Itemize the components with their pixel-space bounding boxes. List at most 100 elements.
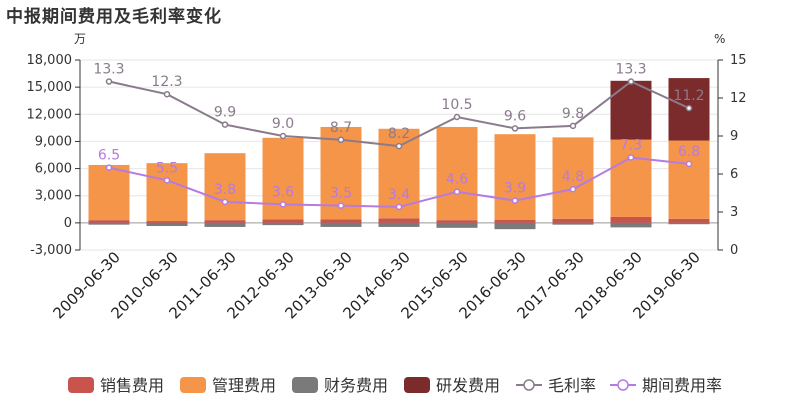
bar-财务费用 [668,222,710,225]
point-毛利率 [395,142,403,150]
y-left-tick-label: 3,000 [35,189,72,204]
bar-管理费用 [436,126,478,221]
y-left-tick-label: 9,000 [35,134,72,149]
y-right-tick-label: 3 [730,205,738,220]
point-期间费用率 [453,188,461,195]
data-label-毛利率: 8.2 [388,126,410,142]
y-right-tick-label: 12 [730,91,747,106]
point-期间费用率 [163,177,171,184]
data-label-毛利率: 10.5 [441,97,472,113]
point-毛利率 [453,113,461,121]
bar-销售费用 [668,218,710,223]
y-right-unit: % [714,32,725,46]
bar-财务费用 [610,222,652,228]
data-label-毛利率: 11.2 [673,88,704,104]
bar-销售费用 [552,218,594,223]
legend-label-销售费用: 销售费用 [100,376,164,395]
point-毛利率 [569,122,577,130]
data-label-毛利率: 9.8 [562,106,584,122]
data-label-毛利率: 12.3 [151,74,182,90]
y-left-tick-label: 15,000 [27,80,73,95]
bar-财务费用 [436,222,478,228]
legend-label-毛利率: 毛利率 [548,376,596,395]
bar-销售费用 [320,219,362,223]
point-毛利率 [337,136,345,144]
bar-管理费用 [204,153,246,221]
data-label-期间费用率: 5.5 [156,160,178,176]
data-label-期间费用率: 3.6 [272,184,294,200]
data-label-期间费用率: 4.8 [562,169,584,185]
legend-swatch-财务费用 [292,377,318,393]
data-label-期间费用率: 6.5 [98,148,120,164]
legend-marker-期间费用率 [617,379,629,391]
y-right-tick-label: 15 [730,53,747,68]
point-期间费用率 [627,154,635,161]
data-label-毛利率: 8.7 [330,120,352,136]
bar-管理费用 [552,137,594,219]
point-毛利率 [163,90,171,98]
y-left-tick-label: -3,000 [30,243,72,258]
bar-管理费用 [88,164,130,221]
point-期间费用率 [569,185,577,193]
y-right-tick-label: 9 [730,129,738,144]
bar-销售费用 [378,218,420,223]
point-期间费用率 [279,201,287,208]
bar-财务费用 [320,222,362,227]
legend-swatch-销售费用 [68,377,94,393]
bar-销售费用 [494,219,536,223]
bar-财务费用 [88,222,130,225]
bar-销售费用 [436,220,478,223]
data-label-毛利率: 13.3 [93,62,124,78]
point-期间费用率 [105,164,113,171]
point-毛利率 [627,78,635,85]
bar-管理费用 [610,139,652,217]
legend: 销售费用 管理费用 财务费用 研发费用 毛利率 期间费用率 [68,376,722,395]
bar-管理费用 [146,163,188,222]
bar-销售费用 [88,220,130,223]
y-left-tick-label: 12,000 [27,107,73,122]
y-left-tick-label: 18,000 [27,53,73,68]
bar-财务费用 [262,222,304,226]
bar-财务费用 [378,222,420,227]
legend-label-管理费用: 管理费用 [212,376,276,395]
bar-财务费用 [204,222,246,227]
data-label-期间费用率: 3.9 [504,181,526,197]
bar-layer [88,78,710,230]
data-label-期间费用率: 6.8 [678,144,700,160]
y-right-tick-label: 0 [730,243,738,258]
data-label-期间费用率: 3.4 [388,187,410,203]
y-left-tick-label: 6,000 [35,162,72,177]
data-label-期间费用率: 4.6 [446,172,468,188]
bar-研发费用 [610,80,652,140]
point-期间费用率 [511,197,519,204]
data-label-毛利率: 9.0 [272,116,294,132]
legend-marker-毛利率 [523,379,535,391]
legend-label-期间费用率: 期间费用率 [642,376,722,395]
line-layer [105,78,693,211]
bar-销售费用 [204,220,246,223]
bar-财务费用 [494,222,536,230]
data-label-毛利率: 9.6 [504,108,526,124]
bar-管理费用 [494,134,536,220]
bar-销售费用 [262,219,304,223]
point-毛利率 [511,125,519,132]
y-right-tick-label: 6 [730,167,738,182]
data-label-期间费用率: 3.8 [214,182,236,198]
bar-财务费用 [552,222,594,225]
point-毛利率 [105,78,113,85]
point-期间费用率 [685,160,693,168]
y-left-unit: 万 [74,32,86,46]
legend-swatch-研发费用 [404,377,430,393]
label-layer: 13.3 12.3 9.9 9.0 8.7 8.2 10.5 9.6 9.8 13.3 11.2 6.… [93,62,704,203]
point-毛利率 [279,132,287,140]
bar-财务费用 [146,222,188,227]
point-期间费用率 [395,203,403,211]
bar-销售费用 [146,221,188,223]
bar-销售费用 [610,216,652,223]
legend-label-财务费用: 财务费用 [324,376,388,395]
point-毛利率 [685,104,693,112]
legend-label-研发费用: 研发费用 [436,376,500,395]
point-期间费用率 [221,198,229,206]
